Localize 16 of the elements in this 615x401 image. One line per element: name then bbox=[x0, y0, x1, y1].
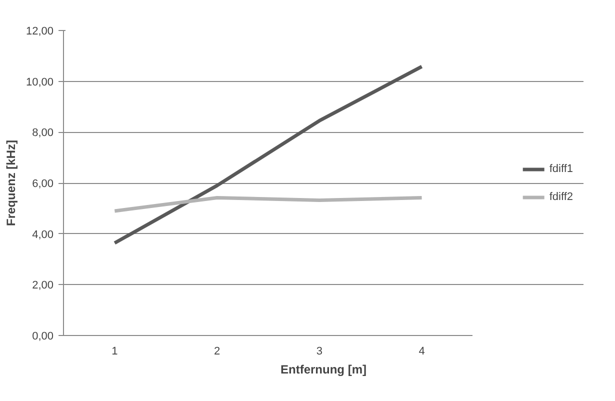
line-series bbox=[112, 64, 424, 245]
x-tick-label: 2 bbox=[214, 346, 220, 358]
x-tick-label: 3 bbox=[316, 346, 322, 358]
x-tick-label: 4 bbox=[418, 346, 425, 358]
x-tick-label: 1 bbox=[112, 346, 118, 358]
legend-label: fdiff1 bbox=[549, 162, 573, 174]
legend-label: fdiff2 bbox=[549, 190, 573, 202]
y-tick-label: 2,00 bbox=[32, 280, 54, 292]
y-tick-label: 4,00 bbox=[32, 228, 54, 241]
x-axis-title: Entfernung [m] bbox=[280, 362, 367, 376]
y-tick-label: 0,00 bbox=[32, 330, 54, 342]
y-tick-label: 8,00 bbox=[32, 127, 54, 140]
y-tick-label: 12,00 bbox=[26, 26, 54, 38]
y-axis-title: Frequenz [kHz] bbox=[4, 140, 18, 226]
y-tick-label: 6,00 bbox=[32, 178, 54, 190]
y-tick-label: 10,00 bbox=[26, 76, 54, 88]
